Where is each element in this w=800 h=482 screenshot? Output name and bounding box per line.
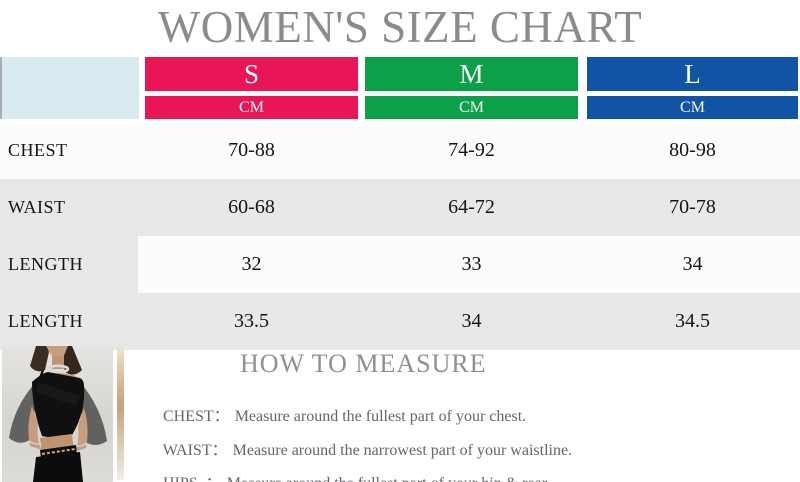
instruction-text: Measure around the fullest part of your …: [234, 408, 527, 425]
cell-length1-l: 34: [682, 253, 703, 275]
row-label: WAIST: [8, 197, 66, 217]
unit-header-s: CM: [145, 96, 358, 119]
size-header-s: S: [145, 57, 358, 91]
page-title: WOMEN'S SIZE CHART: [157, 2, 643, 52]
adjacent-photo-edge: [117, 346, 124, 480]
cell-length1-s: 32: [241, 253, 262, 275]
measure-instruction-hips: HIPS ： Measure around the fullest part of…: [147, 451, 550, 482]
unit-header-l: CM: [587, 96, 798, 119]
cell-chest-l: 80-98: [669, 139, 716, 161]
cell-waist-l: 70-78: [669, 196, 716, 218]
row-value-background: [138, 236, 800, 293]
table-row-chest: CHEST 70-88 74-92 80-98: [0, 122, 800, 179]
cell-chest-s: 70-88: [228, 139, 275, 161]
cell-chest-m: 74-92: [448, 139, 495, 161]
unit-header-m: CM: [365, 96, 578, 119]
table-row-length-1: LENGTH 32 33 34: [0, 236, 800, 293]
cell-waist-m: 64-72: [448, 196, 495, 218]
cell-length1-m: 33: [461, 253, 482, 275]
table-row-length-2: LENGTH 33.5 34 34.5: [0, 293, 800, 350]
size-header-m: M: [365, 57, 578, 91]
model-photo: [2, 346, 113, 482]
measure-instruction-chest: CHEST： Measure around the fullest part of…: [147, 384, 526, 444]
instruction-text: Measure around the fullest part of your …: [227, 475, 550, 482]
row-label: CHEST: [8, 140, 68, 160]
instruction-label: CHEST：: [163, 408, 230, 425]
how-to-measure-title: HOW TO MEASURE: [240, 349, 487, 378]
cell-length2-s: 33.5: [234, 310, 269, 332]
cell-length2-m: 34: [461, 310, 482, 332]
size-header-l: L: [587, 57, 798, 91]
cell-length2-l: 34.5: [675, 310, 710, 332]
instruction-label: HIPS ：: [163, 475, 222, 482]
cell-waist-s: 60-68: [228, 196, 275, 218]
row-label: LENGTH: [8, 254, 83, 274]
row-label: LENGTH: [8, 311, 83, 331]
instruction-text: Measure around the narrowest part of you…: [232, 442, 573, 459]
table-row-waist: WAIST 60-68 64-72 70-78: [0, 179, 800, 236]
corner-cell-border: [0, 57, 2, 119]
corner-cell: [2, 57, 139, 119]
measure-instruction-waist: WAIST： Measure around the narrowest part …: [147, 418, 572, 478]
instruction-label: WAIST：: [162, 442, 228, 459]
